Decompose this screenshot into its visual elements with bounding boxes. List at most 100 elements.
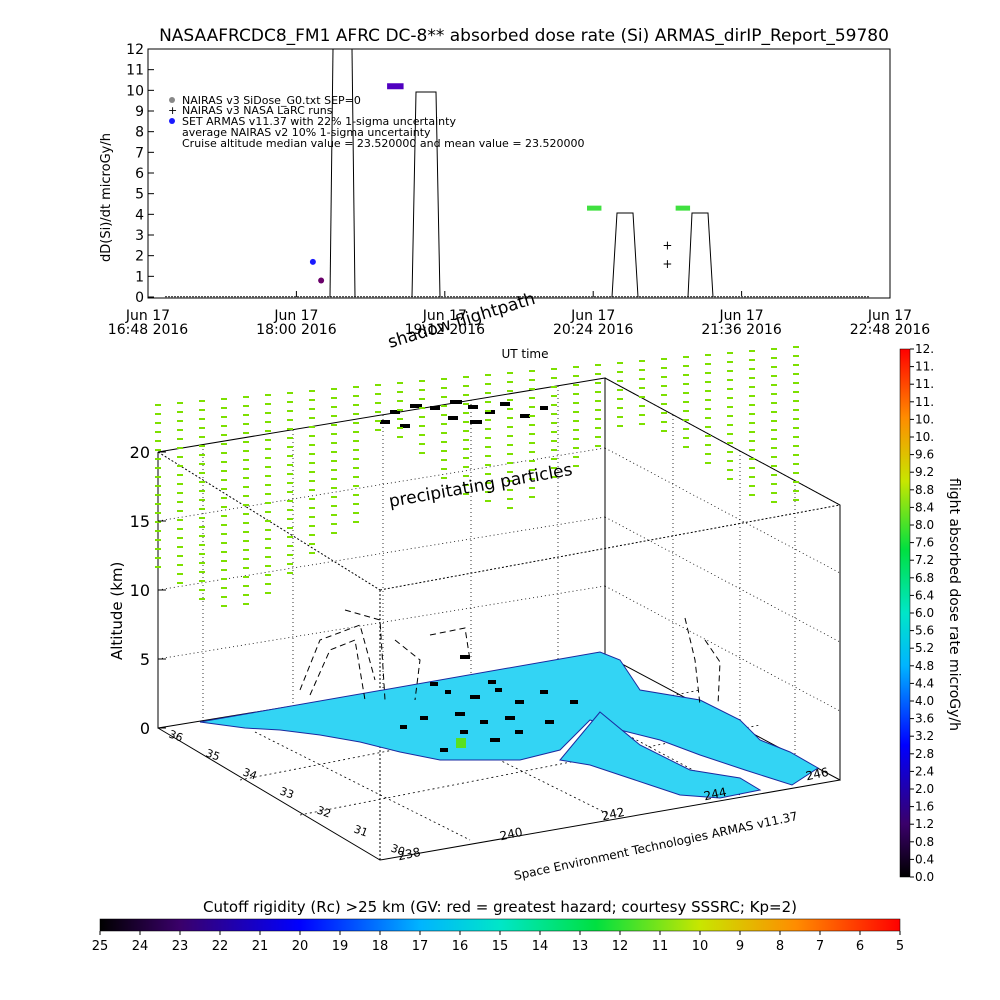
dose-rate-colorbar-tick-label: 8.0	[915, 518, 934, 532]
dose-rate-colorbar-tick-label: 6.8	[915, 571, 934, 585]
top-x-tick-time: 18:00 2016	[256, 322, 337, 338]
latitude-ticks: 30 31 32 33 34 35 36	[167, 728, 407, 859]
dose-rate-colorbar-tick-label: 10.	[915, 412, 934, 426]
legend-armas: SET ARMAS v11.37 with 22% 1-sigma uncert…	[182, 115, 456, 128]
top-x-tick-date: Jun 17	[125, 308, 170, 324]
cutoff-rigidity-tick-label: 13	[572, 939, 589, 954]
dose-rate-colorbar-tick-label: 0.4	[915, 852, 934, 866]
lon-tick-label: 246	[805, 765, 830, 783]
cutoff-rigidity-tick-label: 18	[372, 939, 389, 954]
lon-tick-label: 240	[499, 825, 524, 843]
dose-rate-colorbar-gradient	[899, 348, 911, 878]
top-y-tick-label: 0	[135, 290, 144, 306]
dose-rate-colorbar-tick-label: 9.6	[915, 448, 934, 462]
cutoff-rigidity-ticks: 25 24 23 22 21 20 19 18 17 16 15 14 13 12 11 10 9 8 7 6 5	[92, 931, 904, 954]
dose-rate-colorbar-tick-label: 10.	[915, 430, 934, 444]
top-x-tick-time: 21:36 2016	[701, 322, 782, 338]
z-axis-label: Altitude (km)	[108, 562, 126, 660]
dose-rate-colorbar-tick-label: 3.6	[915, 712, 934, 726]
dose-rate-colorbar-tick-label: 4.4	[915, 676, 934, 690]
cutoff-rigidity-tick-label: 15	[492, 939, 509, 954]
dose-rate-colorbar-tick-label: 8.4	[915, 500, 934, 514]
longitude-ticks: 238 240 242 244 246	[397, 765, 830, 863]
cutoff-rigidity-tick-label: 8	[776, 939, 784, 954]
lon-tick-label: 244	[703, 785, 728, 803]
dose-rate-colorbar-tick-label: 3.2	[915, 729, 934, 743]
legend-marker-larc: +	[168, 104, 177, 117]
dose-rate-colorbar-tick-label: 2.0	[915, 782, 934, 796]
top-y-tick-label: 7	[135, 145, 144, 161]
cutoff-rigidity-tick-label: 5	[896, 939, 904, 954]
dose-rate-colorbar-label: flight absorbed dose rate microGy/h	[946, 478, 962, 731]
cutoff-rigidity-tick-label: 7	[816, 939, 824, 954]
flight-3d-scene: shadow flightpath precipitating particle…	[108, 289, 841, 883]
top-x-axis-label: UT time	[501, 347, 548, 361]
z-tick-label: 10	[130, 581, 150, 600]
top-x-tick-date: Jun 17	[719, 308, 764, 324]
top-x-tick-time: 20:24 2016	[553, 322, 634, 338]
cutoff-rigidity-tick-label: 10	[692, 939, 709, 954]
top-y-tick-label: 2	[135, 249, 144, 265]
top-legend: NAIRAS v3 SiDose_G0.txt SEP=0 + NAIRAS v…	[168, 94, 585, 150]
z-tick-label: 0	[140, 719, 150, 738]
dose-rate-colorbar-tick-label: 5.6	[915, 624, 934, 638]
z-tick-label: 5	[140, 650, 150, 669]
top-y-tick-label: 6	[135, 166, 144, 182]
scene-credit: Space Environment Technologies ARMAS v11…	[513, 809, 799, 883]
dose-rate-colorbar-tick-label: 1.2	[915, 817, 934, 831]
dose-rate-colorbar-tick-label: 4.8	[915, 659, 934, 673]
top-x-tick-date: Jun 17	[867, 308, 912, 324]
dose-rate-colorbar-tick-label: 2.4	[915, 764, 934, 778]
z-tick-label: 15	[130, 512, 150, 531]
dose-rate-colorbar-tick-label: 0.0	[915, 870, 934, 884]
dose-rate-colorbar-tick-label: 8.8	[915, 483, 934, 497]
top-y-tick-label: 8	[135, 125, 144, 141]
top-y-axis-label: dD(Si)/dt microGy/h	[99, 133, 114, 262]
cutoff-rigidity-tick-label: 22	[212, 939, 229, 954]
dose-rate-colorbar-tick-label: 2.8	[915, 747, 934, 761]
dose-rate-colorbar-tick-label: 7.6	[915, 536, 934, 550]
cutoff-rigidity-tick-label: 16	[452, 939, 469, 954]
dose-rate-colorbar-tick-label: 11.	[915, 395, 934, 409]
top-x-tick-date: Jun 17	[422, 308, 467, 324]
armas-point	[318, 277, 325, 284]
dose-rate-colorbar-tick-label: 0.8	[915, 835, 934, 849]
coastline	[400, 655, 578, 752]
cutoff-rigidity-tick-label: 21	[252, 939, 269, 954]
top-y-tick-label: 9	[135, 104, 144, 120]
dose-rate-colorbar-tick-label: 6.4	[915, 588, 934, 602]
top-x-tick-time: 22:48 2016	[850, 322, 931, 338]
dose-rate-colorbar-tick-label: 12.	[915, 342, 934, 356]
label-precipitating-particles: precipitating particles	[387, 460, 574, 512]
dose-rate-colorbar-tick-label: 11.	[915, 360, 934, 374]
altitude-traces	[299, 609, 721, 706]
cutoff-rigidity-tick-label: 11	[652, 939, 669, 954]
legend-nairas-v2: average NAIRAS v2 10% 1-sigma uncertaint…	[182, 126, 431, 139]
cutoff-rigidity-tick-label: 12	[612, 939, 629, 954]
lon-tick-label: 242	[601, 805, 626, 823]
dose-rate-colorbar: 0.0 0.4 0.8 1.2 1.6 2.0 2.4 2.8 3.2 3.6 4.0 4.4 4.8 5…	[899, 342, 962, 884]
legend-marker-armas	[169, 118, 175, 124]
larc-point: +	[662, 238, 672, 252]
dose-rate-colorbar-tick-label: 1.6	[915, 800, 934, 814]
label-shadow-flightpath: shadow flightpath	[386, 289, 538, 353]
cutoff-rigidity-tick-label: 9	[736, 939, 744, 954]
armas-points: ++	[309, 83, 691, 284]
lat-tick-label: 36	[167, 728, 185, 745]
legend-larc: NAIRAS v3 NASA LaRC runs	[182, 104, 333, 117]
legend-nairas-v3: NAIRAS v3 SiDose_G0.txt SEP=0	[182, 94, 361, 107]
dose-rate-colorbar-ticks: 0.0 0.4 0.8 1.2 1.6 2.0 2.4 2.8 3.2 3.6 4.0 4.4 4.8 5…	[910, 342, 934, 884]
lon-tick-label: 238	[397, 845, 422, 863]
top-y-tick-label: 11	[126, 63, 144, 79]
top-x-tick-time: 19:12 2016	[405, 322, 486, 338]
cutoff-rigidity-colorbar: Cutoff rigidity (Rc) >25 km (GV: red = g…	[92, 898, 904, 954]
cutoff-rigidity-tick-label: 24	[132, 939, 149, 954]
top-x-tick-time: 16:48 2016	[108, 322, 189, 338]
cutoff-rigidity-tick-label: 20	[292, 939, 309, 954]
dose-rate-colorbar-tick-label: 9.2	[915, 465, 934, 479]
cutoff-rigidity-tick-label: 6	[856, 939, 864, 954]
dose-rate-colorbar-tick-label: 7.2	[915, 553, 934, 567]
